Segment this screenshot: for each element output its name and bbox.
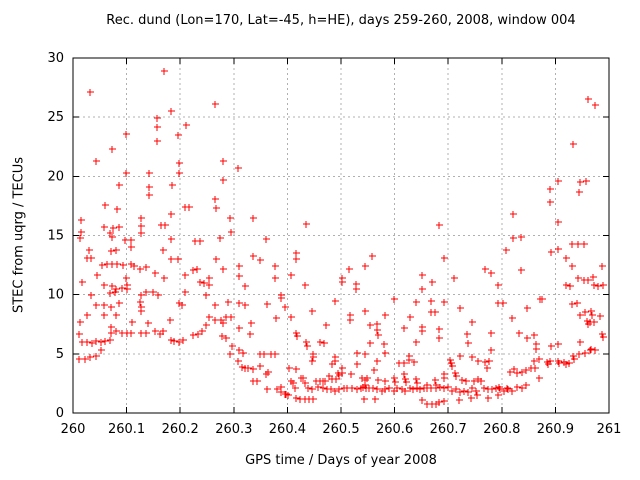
y-axis-label: STEC from uqrg / TECUs	[11, 156, 27, 314]
y-tick-label: 20	[47, 169, 64, 184]
x-axis-label: GPS time / Days of year 2008	[245, 453, 437, 468]
x-tick-label: 260.8	[483, 422, 520, 437]
y-tick-label: 25	[47, 110, 64, 125]
x-tick-label: 261	[597, 422, 622, 437]
x-tick-label: 260.4	[269, 422, 306, 437]
data-points	[76, 68, 607, 408]
x-tick-label: 260.2	[162, 422, 199, 437]
x-tick-label: 260.6	[376, 422, 413, 437]
x-tick-label: 260.1	[108, 422, 145, 437]
x-tick-label: 260.5	[322, 422, 359, 437]
y-tick-label: 0	[56, 406, 64, 421]
y-tick-label: 30	[47, 51, 64, 66]
y-tick-label: 10	[47, 288, 64, 303]
x-tick-label: 260	[61, 422, 86, 437]
y-tick-label: 5	[56, 347, 64, 362]
chart-title: Rec. dund (Lon=170, Lat=-45, h=HE), days…	[106, 13, 576, 28]
plot-border	[72, 57, 610, 414]
x-tick-label: 260.9	[537, 422, 574, 437]
x-tick-label: 260.3	[215, 422, 252, 437]
y-tick-label: 15	[47, 229, 64, 244]
x-tick-label: 260.7	[430, 422, 467, 437]
